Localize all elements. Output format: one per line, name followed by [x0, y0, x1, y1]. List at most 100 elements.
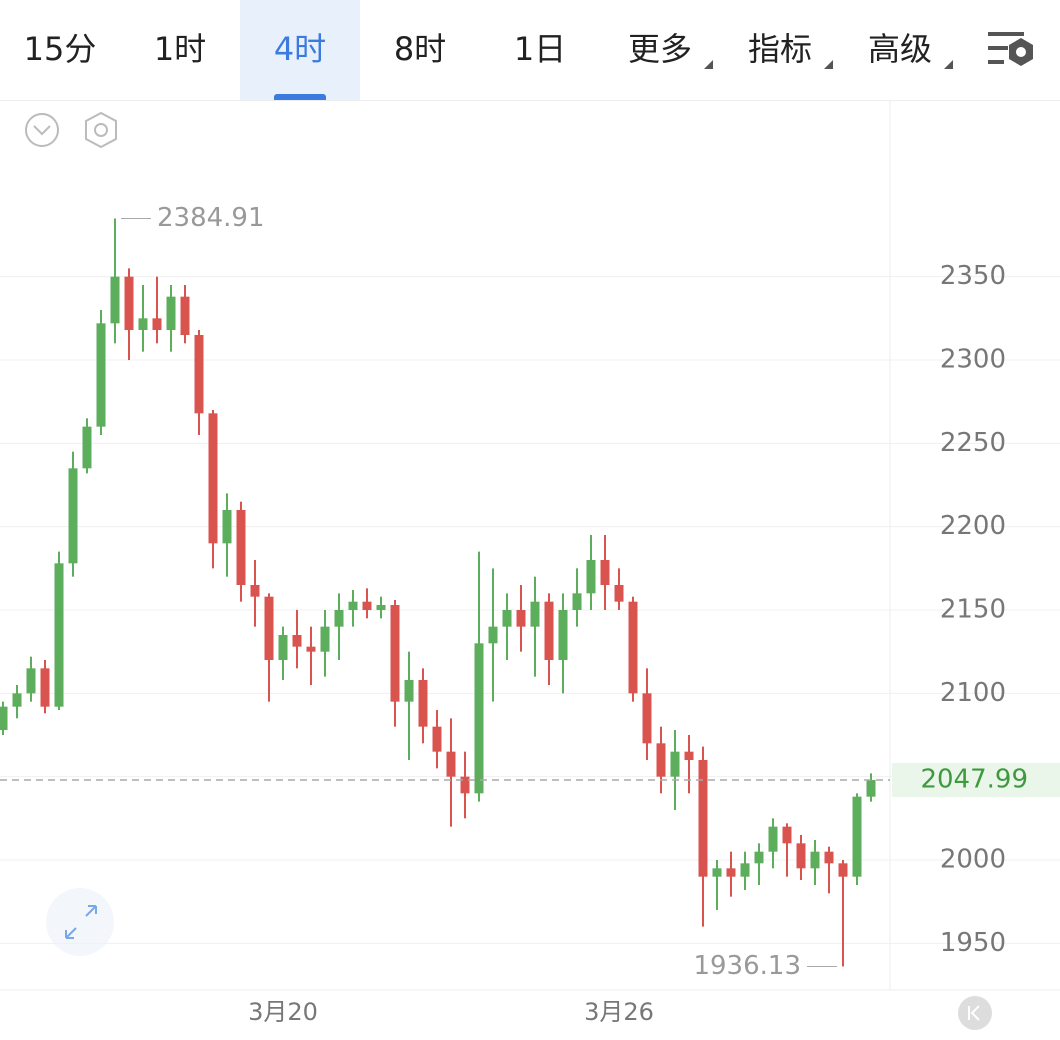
- candle-body: [670, 751, 680, 777]
- candle-body: [614, 585, 624, 602]
- candle-body: [698, 760, 708, 877]
- candle-body: [866, 780, 876, 797]
- candle-body: [600, 560, 610, 585]
- candle-body: [124, 276, 134, 330]
- collapse-arrow: [33, 125, 51, 136]
- y-tick-label: 2200: [940, 511, 1006, 541]
- candle-body: [320, 626, 330, 652]
- candle-body: [334, 610, 344, 627]
- candle-body: [446, 751, 456, 777]
- candle-body: [348, 601, 358, 610]
- candle-body: [194, 335, 204, 414]
- candle-body: [558, 610, 568, 660]
- expand-arrows: [65, 905, 97, 939]
- candle-body: [152, 318, 162, 330]
- candle-body: [110, 276, 120, 324]
- candle-body: [292, 635, 302, 647]
- candle-body: [516, 610, 526, 627]
- candle-body: [166, 296, 176, 330]
- candle-body: [278, 635, 288, 660]
- candle-body: [138, 318, 148, 330]
- candle-body: [824, 851, 834, 864]
- y-tick-label: 2250: [940, 428, 1006, 458]
- x-tick-label: 3月20: [248, 998, 318, 1026]
- candle-body: [488, 626, 498, 644]
- candle-body: [432, 726, 442, 752]
- candle-body: [642, 693, 652, 744]
- y-tick-label: 1950: [940, 928, 1006, 958]
- candle-body: [26, 668, 36, 694]
- candle-body: [208, 413, 218, 544]
- y-tick-label: 2300: [940, 345, 1006, 375]
- high-label: 2384.91: [157, 203, 265, 233]
- x-tick-label: 3月26: [584, 998, 654, 1026]
- candle-body: [530, 601, 540, 627]
- candle-body: [306, 646, 316, 652]
- candle-body: [0, 706, 8, 730]
- candle-body: [418, 680, 428, 727]
- last-price-box: [892, 763, 1060, 798]
- collapse-icon[interactable]: [25, 113, 59, 147]
- tab[interactable]: 更多: [627, 30, 692, 68]
- tab[interactable]: 8时: [393, 30, 447, 68]
- candle-body: [404, 680, 414, 702]
- candle-body: [68, 468, 78, 564]
- candle-body: [782, 826, 792, 844]
- candle-body: [586, 560, 596, 594]
- candle-body: [572, 593, 582, 610]
- settings-dot: [94, 123, 108, 137]
- settings-icon[interactable]: [85, 111, 117, 149]
- tab[interactable]: 15分: [23, 30, 97, 68]
- candle-body: [40, 668, 50, 707]
- scroll-end-button[interactable]: [958, 996, 992, 1030]
- candle-body: [684, 751, 694, 760]
- candle-body: [838, 863, 848, 877]
- y-tick-label: 2150: [940, 595, 1006, 625]
- candle-body: [12, 693, 22, 707]
- candle-body: [852, 796, 862, 877]
- tab[interactable]: 1日: [513, 30, 567, 68]
- candle-body: [474, 643, 484, 794]
- candle-body: [96, 323, 106, 427]
- candle-body: [810, 851, 820, 869]
- candle-body: [754, 851, 764, 864]
- y-tick-label: 2350: [940, 261, 1006, 291]
- y-tick-label: 2000: [940, 845, 1006, 875]
- candle-body: [796, 843, 806, 869]
- candle-body: [236, 510, 246, 585]
- menu-icon[interactable]: [988, 32, 1033, 66]
- candle-body: [264, 596, 274, 660]
- candle-body: [362, 601, 372, 610]
- low-label: 1936.13: [693, 951, 801, 981]
- last-price-label: 2047.99: [920, 765, 1028, 795]
- candle-body: [390, 605, 400, 702]
- timeframe-tabs: 15分 1时 4时 8时 1日 更多 指标 高级: [0, 0, 1060, 101]
- candle-body: [460, 776, 470, 794]
- expand-button[interactable]: [46, 888, 114, 956]
- candle-body: [82, 426, 92, 469]
- tab[interactable]: 1时: [153, 30, 207, 68]
- candle-body: [726, 868, 736, 877]
- candle-body: [628, 601, 638, 694]
- candle-body: [222, 510, 232, 544]
- dropdown-caret: [944, 60, 953, 69]
- candle-body: [544, 601, 554, 660]
- candle-body: [250, 585, 260, 597]
- candle-body: [376, 605, 386, 610]
- candle-body: [180, 296, 190, 335]
- candle-body: [768, 826, 778, 852]
- tab[interactable]: 指标: [747, 30, 812, 68]
- candle-body: [502, 610, 512, 627]
- candle-body: [712, 868, 722, 877]
- scroll-end-arrow: [968, 1005, 980, 1021]
- tab[interactable]: 高级: [867, 30, 932, 68]
- candle-body: [740, 863, 750, 877]
- toolbar-icons: [25, 111, 992, 1030]
- candle-body: [656, 743, 666, 777]
- y-tick-label: 2100: [940, 678, 1006, 708]
- dropdown-caret: [824, 60, 833, 69]
- tab[interactable]: 4时: [240, 0, 360, 100]
- dropdown-caret: [704, 60, 713, 69]
